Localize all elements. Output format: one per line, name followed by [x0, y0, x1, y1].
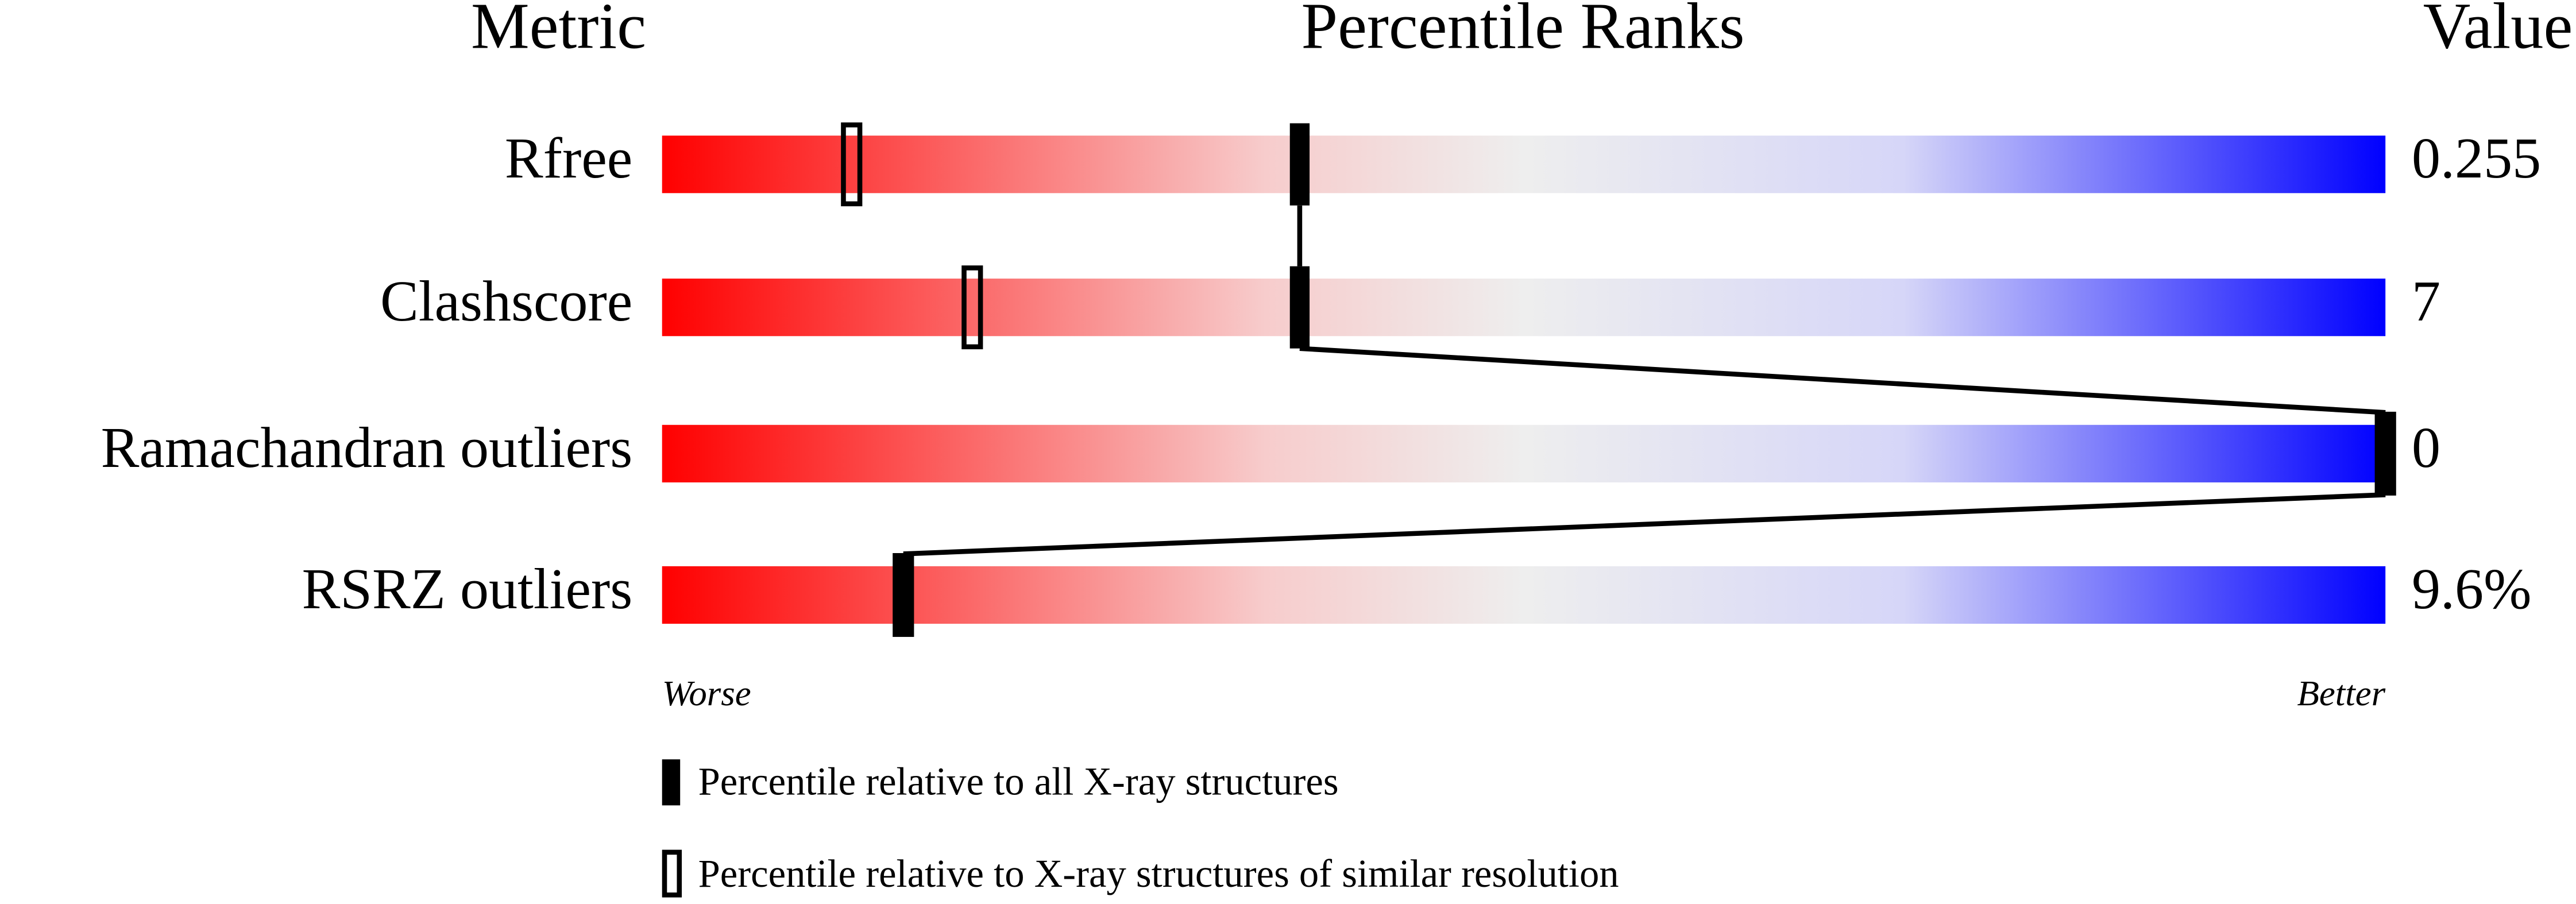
legend-label: Percentile relative to all X-ray structu…: [698, 760, 1339, 803]
slider-bar: [662, 424, 2386, 482]
metric-value: 7: [2412, 269, 2440, 333]
axis-worse: Worse: [662, 673, 751, 713]
legend-swatch-filled: [662, 759, 681, 806]
marker-similar-resolution: [841, 122, 863, 207]
metric-label: RSRZ outliers: [302, 557, 633, 621]
metric-label: Rfree: [505, 126, 632, 190]
header-metric: Metric: [471, 0, 646, 63]
legend-label: Percentile relative to X-ray structures …: [698, 852, 1619, 895]
marker-all-structures: [1289, 266, 1310, 349]
marker-all-structures: [893, 554, 913, 636]
metric-label: Clashscore: [380, 269, 632, 333]
legend-swatch-open: [662, 849, 682, 898]
metric-value: 9.6%: [2412, 557, 2532, 621]
slider-bar: [662, 566, 2386, 624]
marker-all-structures: [1289, 123, 1310, 206]
marker-all-structures: [2376, 412, 2396, 495]
metric-value: 0: [2412, 416, 2440, 480]
metric-value: 0.255: [2412, 126, 2541, 190]
slider-bar: [662, 136, 2386, 194]
marker-similar-resolution: [961, 265, 983, 350]
header-value: Value: [2423, 0, 2573, 63]
axis-better: Better: [2297, 673, 2385, 713]
connector: [1299, 346, 2386, 415]
metric-label: Ramachandran outliers: [101, 416, 633, 480]
slider-bar: [662, 279, 2386, 337]
connector: [903, 492, 2386, 557]
header-percentile: Percentile Ranks: [1301, 0, 1745, 63]
